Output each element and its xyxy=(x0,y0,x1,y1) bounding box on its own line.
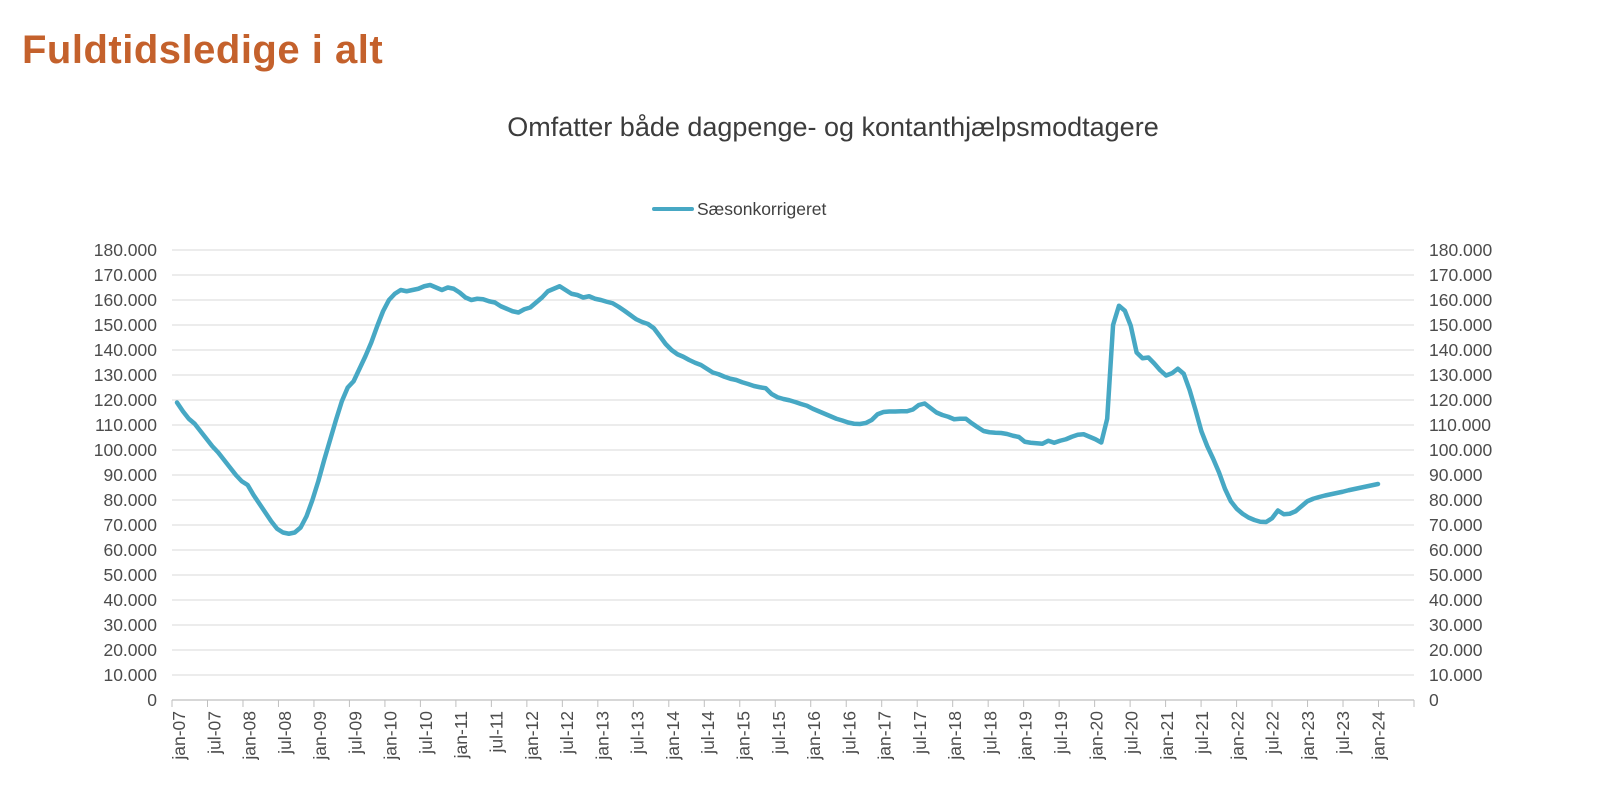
x-axis-tick-label: jul-12 xyxy=(557,711,577,755)
x-axis-tick-label: jul-21 xyxy=(1192,711,1212,755)
y-axis-tick-label-left: 150.000 xyxy=(94,315,158,335)
page-title: Fuldtidsledige i alt xyxy=(22,28,384,72)
x-axis-tick-label: jul-16 xyxy=(839,711,859,755)
x-axis-tick-label: jul-11 xyxy=(487,711,507,754)
y-axis-tick-label-left: 100.000 xyxy=(94,440,158,460)
y-axis-tick-label-left: 10.000 xyxy=(103,665,157,685)
y-axis-tick-label-right: 50.000 xyxy=(1429,565,1483,585)
x-axis-tick-label: jan-09 xyxy=(310,711,330,761)
y-axis-tick-label-left: 140.000 xyxy=(94,340,158,360)
y-axis-tick-label-right: 70.000 xyxy=(1429,515,1483,535)
x-axis-tick-label: jul-19 xyxy=(1051,711,1071,755)
y-axis-tick-label-left: 170.000 xyxy=(94,265,158,285)
x-axis-tick-label: jan-13 xyxy=(592,711,612,761)
y-axis-tick-label-right: 170.000 xyxy=(1429,265,1493,285)
x-axis-tick-label: jan-07 xyxy=(169,711,189,761)
y-axis-tick-label-left: 40.000 xyxy=(103,590,157,610)
x-axis-tick-label: jan-21 xyxy=(1157,711,1177,761)
x-axis-tick-label: jul-23 xyxy=(1333,711,1353,755)
x-axis-tick-label: jul-09 xyxy=(345,711,365,755)
y-axis-tick-label-right: 150.000 xyxy=(1429,315,1493,335)
x-axis-tick-label: jan-23 xyxy=(1298,711,1318,761)
x-axis-tick-label: jan-16 xyxy=(804,711,824,761)
x-axis-tick-label: jan-11 xyxy=(451,711,471,759)
y-axis-tick-label-right: 140.000 xyxy=(1429,340,1493,360)
x-axis-tick-label: jul-17 xyxy=(910,711,930,755)
x-axis-tick-label: jul-07 xyxy=(204,711,224,755)
y-axis-tick-label-right: 20.000 xyxy=(1429,640,1483,660)
x-axis-tick-label: jul-18 xyxy=(980,711,1000,755)
y-axis-tick-label-right: 180.000 xyxy=(1429,240,1493,260)
chart-legend: Sæsonkorrigeret xyxy=(652,200,826,218)
x-axis-tick-label: jul-08 xyxy=(275,711,295,755)
x-axis-tick-label: jan-12 xyxy=(522,711,542,761)
y-axis-tick-label-left: 20.000 xyxy=(103,640,157,660)
x-axis-tick-label: jan-24 xyxy=(1369,711,1389,761)
y-axis-tick-label-right: 60.000 xyxy=(1429,540,1483,560)
y-axis-tick-label-right: 120.000 xyxy=(1429,390,1493,410)
y-axis-tick-label-right: 30.000 xyxy=(1429,615,1483,635)
y-axis-tick-label-right: 90.000 xyxy=(1429,465,1483,485)
y-axis-tick-label-right: 130.000 xyxy=(1429,365,1493,385)
y-axis-tick-label-left: 130.000 xyxy=(94,365,158,385)
y-axis-tick-label-left: 80.000 xyxy=(103,490,157,510)
x-axis-tick-label: jul-22 xyxy=(1263,711,1283,755)
y-axis-tick-label-right: 110.000 xyxy=(1429,415,1491,435)
y-axis-tick-label-right: 80.000 xyxy=(1429,490,1483,510)
legend-label: Sæsonkorrigeret xyxy=(697,199,827,219)
y-axis-tick-label-right: 0 xyxy=(1429,690,1439,710)
y-axis-tick-label-left: 180.000 xyxy=(94,240,158,260)
y-axis-tick-label-left: 110.000 xyxy=(95,415,157,435)
legend-line-swatch xyxy=(652,206,694,212)
x-axis-tick-label: jul-20 xyxy=(1122,711,1142,755)
x-axis-tick-label: jan-14 xyxy=(663,711,683,761)
y-axis-tick-label-right: 160.000 xyxy=(1429,290,1493,310)
x-axis-tick-label: jul-14 xyxy=(698,711,718,755)
x-axis-tick-label: jan-08 xyxy=(240,711,260,761)
x-axis-tick-label: jan-19 xyxy=(1016,711,1036,761)
y-axis-tick-label-left: 50.000 xyxy=(103,565,157,585)
y-axis-tick-label-left: 0 xyxy=(147,690,157,710)
series-line-saesonkorrigeret xyxy=(174,282,1381,536)
x-axis-tick-label: jul-10 xyxy=(416,711,436,755)
y-axis-tick-label-left: 160.000 xyxy=(94,290,158,310)
x-axis-tick-label: jan-10 xyxy=(381,711,401,761)
y-axis-tick-label-right: 40.000 xyxy=(1429,590,1483,610)
y-axis-tick-label-right: 10.000 xyxy=(1429,665,1483,685)
x-axis-tick-label: jan-18 xyxy=(945,711,965,761)
chart-title: Omfatter både dagpenge- og kontanthjælps… xyxy=(507,112,1159,142)
y-axis-tick-label-left: 60.000 xyxy=(103,540,157,560)
y-axis-tick-label-left: 30.000 xyxy=(103,615,157,635)
y-axis-tick-label-left: 90.000 xyxy=(103,465,157,485)
x-axis-tick-label: jan-22 xyxy=(1227,711,1247,761)
y-axis-tick-label-left: 70.000 xyxy=(103,515,157,535)
x-axis-tick-label: jan-15 xyxy=(733,711,753,761)
y-axis-tick-label-left: 120.000 xyxy=(94,390,158,410)
x-axis-tick-label: jul-13 xyxy=(628,711,648,755)
x-axis-tick-label: jan-20 xyxy=(1086,711,1106,761)
x-axis-tick-label: jul-15 xyxy=(769,711,789,755)
y-axis-tick-label-right: 100.000 xyxy=(1429,440,1493,460)
x-axis-tick-label: jan-17 xyxy=(875,711,895,761)
